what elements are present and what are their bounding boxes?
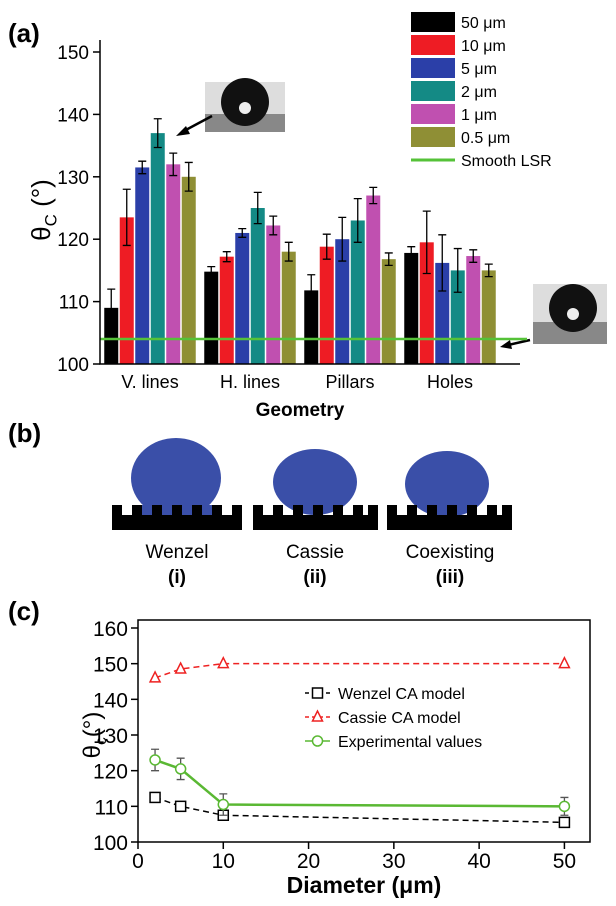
series-line (155, 797, 564, 822)
marker (150, 755, 160, 765)
bar (251, 208, 265, 364)
bar (166, 164, 180, 364)
x-tick-label: Pillars (325, 372, 374, 392)
x-axis-label: Geometry (256, 400, 345, 421)
y-axis-label-subscript: C (42, 214, 61, 226)
x-tick-label: 0 (132, 850, 144, 873)
legend-swatch (411, 104, 455, 124)
bar (404, 253, 418, 364)
legend-label: Smooth LSR (461, 153, 552, 170)
legend-label: 5 μm (461, 61, 497, 78)
bar (151, 133, 165, 364)
y-tick-label: 120 (57, 230, 89, 251)
y-tick-label: 130 (57, 168, 89, 189)
x-axis-label: Diameter (μm) (287, 872, 442, 898)
bar (220, 257, 234, 364)
droplet-inset (176, 78, 285, 136)
legend-label: Experimental values (338, 734, 482, 751)
marker (218, 800, 228, 810)
x-tick-label: 50 (553, 850, 576, 873)
legend-label: 50 μm (461, 15, 506, 32)
marker (313, 711, 323, 721)
y-tick-label: 110 (59, 293, 89, 314)
bar (266, 225, 280, 364)
y-axis-label-subscript: c (93, 737, 110, 745)
x-tick-label: 20 (297, 850, 320, 873)
x-tick-label: 40 (467, 850, 490, 873)
plot-frame (138, 620, 590, 842)
y-tick-label: 160 (93, 618, 128, 641)
panel-label: (a) (8, 18, 40, 48)
y-axis-label-symbol: θ (79, 745, 106, 758)
y-axis-label-unit: (°) (79, 712, 106, 738)
panel-label: (c) (8, 596, 40, 626)
marker (150, 792, 160, 802)
marker (559, 817, 569, 827)
wetting-diagram (112, 438, 512, 530)
marker (559, 801, 569, 811)
legend-swatch (411, 58, 455, 78)
marker (176, 764, 186, 774)
legend-label: 0.5 μm (461, 130, 510, 147)
panel-label: (b) (8, 418, 41, 448)
legend-label: Cassie CA model (338, 710, 461, 727)
bar (382, 259, 396, 364)
bar (320, 247, 334, 364)
bar (466, 256, 480, 364)
series-line (155, 664, 564, 678)
marker (313, 736, 323, 746)
bar (182, 177, 196, 364)
legend-label: 1 μm (461, 107, 497, 124)
marker (559, 658, 569, 668)
y-tick-label: 120 (93, 761, 128, 784)
y-axis-label: θc(°) (79, 712, 110, 759)
x-tick-label: 10 (212, 850, 235, 873)
y-tick-label: 140 (93, 689, 128, 712)
y-axis-label-unit: (°) (26, 179, 56, 214)
diagram-label: Coexisting (406, 542, 495, 563)
legend-swatch (411, 12, 455, 32)
diagram-label: Cassie (286, 542, 344, 563)
y-tick-label: 150 (93, 654, 128, 677)
series-line (155, 760, 564, 806)
marker (218, 658, 228, 668)
x-tick-label: Holes (427, 372, 473, 392)
x-tick-label: H. lines (220, 372, 280, 392)
figure: (a) (b) (c) Wenzel (i) Cassie (ii) Coexi… (0, 0, 616, 901)
marker (176, 801, 186, 811)
x-tick-label: V. lines (121, 372, 178, 392)
legend-label: 10 μm (461, 38, 506, 55)
bar (235, 233, 249, 364)
y-tick-label: 110 (95, 796, 128, 819)
legend-swatch (411, 35, 455, 55)
legend-swatch (411, 81, 455, 101)
bar (482, 270, 496, 364)
bar (135, 167, 149, 364)
y-tick-label: 140 (57, 105, 89, 126)
legend-label: Wenzel CA model (338, 686, 465, 703)
legend-swatch (411, 127, 455, 147)
diagram-label: (i) (168, 567, 186, 588)
x-tick-label: 30 (382, 850, 405, 873)
bar (282, 252, 296, 364)
y-axis-label: θC (°) (26, 179, 61, 241)
marker (313, 688, 323, 698)
bar (204, 272, 218, 364)
diagram-label: (ii) (303, 567, 326, 588)
diagram-label: (iii) (436, 567, 465, 588)
legend-label: 2 μm (461, 84, 497, 101)
y-tick-label: 100 (57, 355, 89, 376)
y-axis-label-symbol: θ (26, 226, 56, 240)
y-tick-label: 100 (93, 832, 128, 855)
y-tick-label: 150 (57, 43, 89, 64)
diagram-label: Wenzel (145, 542, 208, 563)
